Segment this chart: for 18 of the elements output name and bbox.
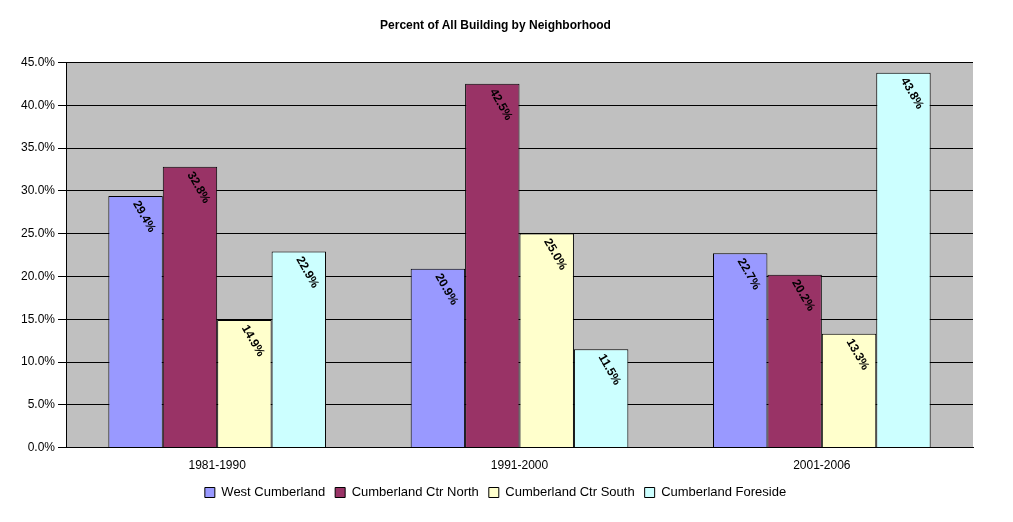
y-tick-label: 35.0% (20, 140, 56, 155)
x-tick-label: 1991-2000 (490, 458, 549, 473)
y-tick-label: 15.0% (20, 311, 56, 326)
y-tick-label: 5.0% (27, 397, 56, 412)
legend-label: Cumberland Ctr South (505, 484, 635, 500)
legend-label: West Cumberland (221, 484, 326, 500)
y-tick-label: 25.0% (20, 225, 56, 240)
legend-label: Cumberland Ctr North (351, 484, 479, 500)
x-tick-label: 1981-1990 (188, 458, 247, 473)
y-tick-label: 10.0% (20, 354, 56, 369)
y-tick-label: 40.0% (20, 97, 56, 112)
y-tick-label: 45.0% (20, 54, 56, 69)
legend-label: Cumberland Foreside (661, 484, 787, 500)
x-tick-label: 2001-2006 (793, 458, 851, 473)
y-tick-label: 30.0% (20, 183, 56, 198)
chart-title: Percent of All Building by Neighborhood (380, 17, 611, 32)
y-tick-label: 20.0% (20, 268, 56, 283)
y-tick-label: 0.0% (27, 439, 56, 454)
